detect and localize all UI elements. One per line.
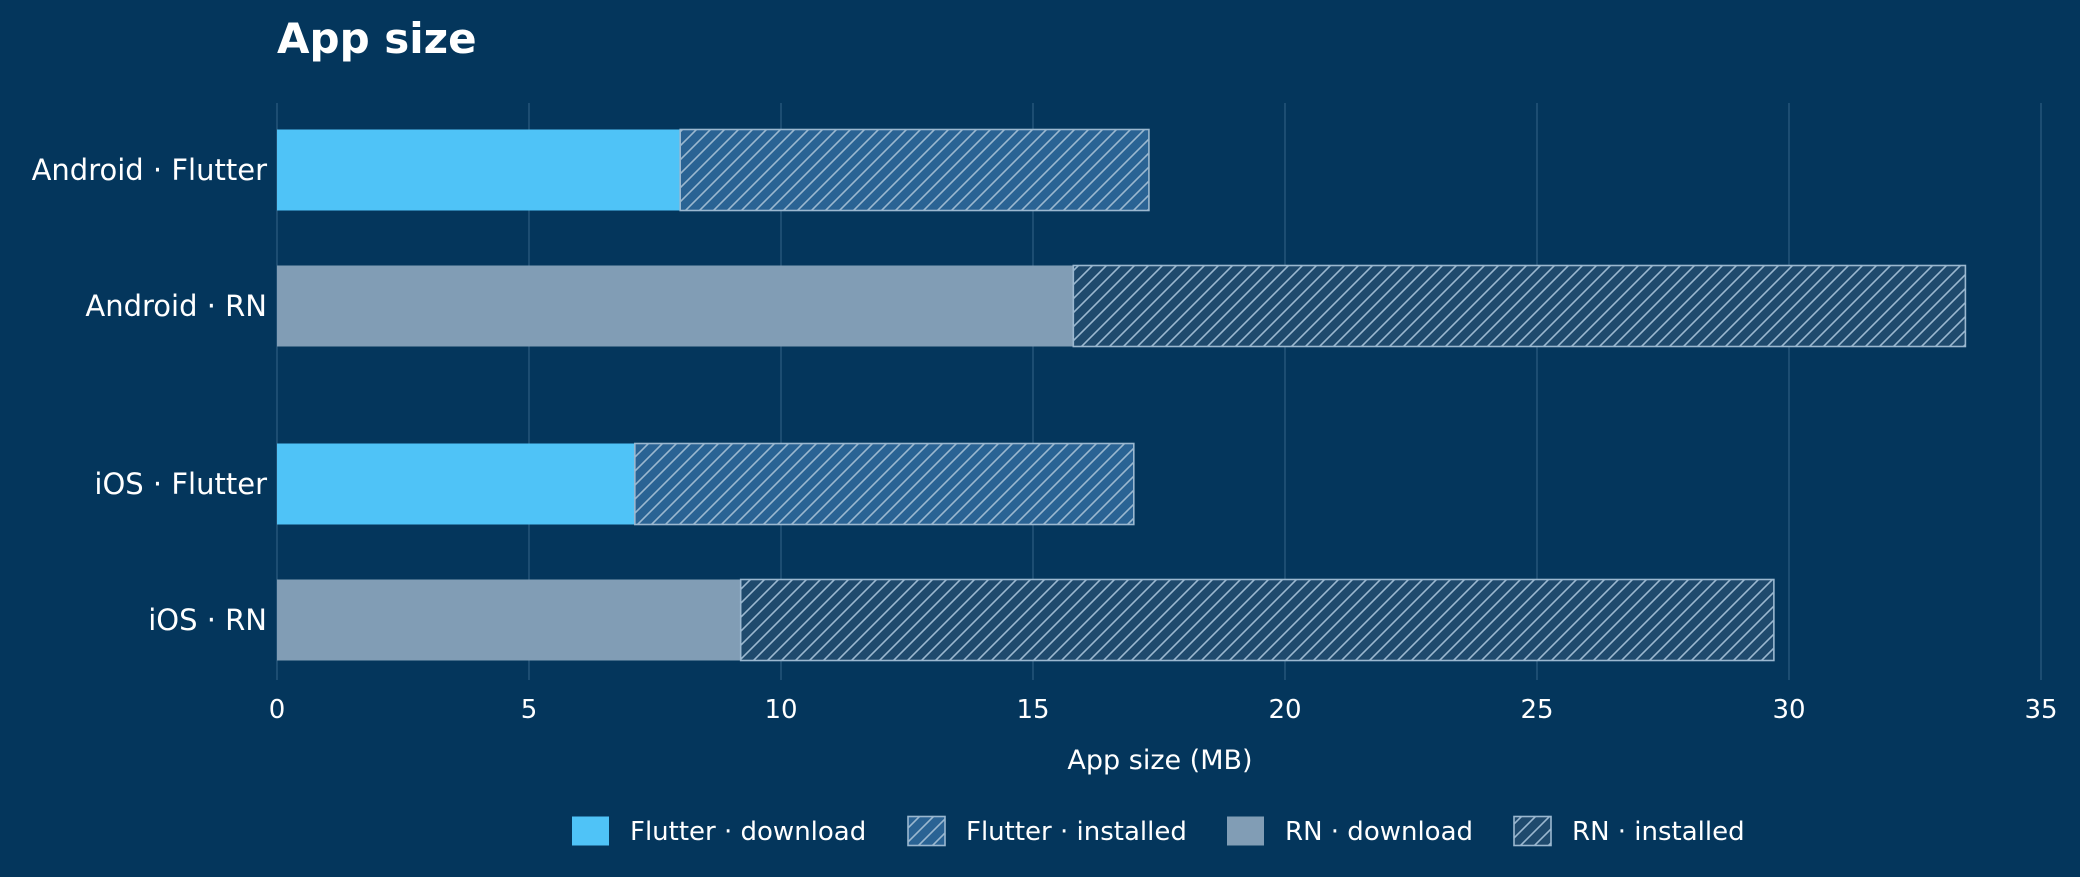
bar-installed-ios-flutter <box>634 442 1135 526</box>
bar-download-android-rn <box>277 265 1074 347</box>
category-label-ios-rn: iOS · RN <box>148 603 267 637</box>
bars-group <box>277 128 1967 662</box>
legend-swatch-flutter-download <box>572 816 609 846</box>
category-label-ios-flutter: iOS · Flutter <box>94 467 267 501</box>
x-tick-label-5: 25 <box>1520 695 1553 725</box>
x-tick-label-6: 30 <box>1772 695 1805 725</box>
category-label-android-rn: Android · RN <box>85 289 267 323</box>
category-labels: Android · Flutter Android · RN iOS · Flutt… <box>32 153 267 637</box>
legend-label-flutter-installed: Flutter · installed <box>966 817 1187 847</box>
bar-download-android-flutter <box>277 129 681 211</box>
x-tick-label-4: 20 <box>1268 695 1301 725</box>
bar-installed-android-rn <box>1072 264 1967 348</box>
x-tick-label-3: 15 <box>1016 695 1049 725</box>
x-tick-label-0: 0 <box>269 695 286 725</box>
bar-installed-ios-rn <box>739 578 1775 662</box>
bar-download-ios-flutter <box>277 443 635 525</box>
x-tick-labels: 0 5 10 15 20 25 30 35 <box>269 695 2058 725</box>
x-tick-label-1: 5 <box>521 695 538 725</box>
legend-swatch-flutter-installed <box>907 815 946 847</box>
legend-swatch-rn-installed <box>1513 815 1552 847</box>
chart-title: App size <box>277 14 477 63</box>
legend-label-rn-download: RN · download <box>1285 817 1473 847</box>
bar-download-ios-rn <box>277 579 741 661</box>
legend-swatch-rn-download <box>1227 816 1264 846</box>
legend: Flutter · download Flutter · installed RN … <box>572 815 1745 847</box>
x-tick-label-7: 35 <box>2024 695 2057 725</box>
x-tick-label-2: 10 <box>764 695 797 725</box>
category-label-android-flutter: Android · Flutter <box>32 153 267 187</box>
bar-installed-android-flutter <box>679 128 1150 212</box>
x-axis-label: App size (MB) <box>1067 745 1252 776</box>
legend-label-flutter-download: Flutter · download <box>630 817 866 847</box>
legend-label-rn-installed: RN · installed <box>1572 817 1745 847</box>
